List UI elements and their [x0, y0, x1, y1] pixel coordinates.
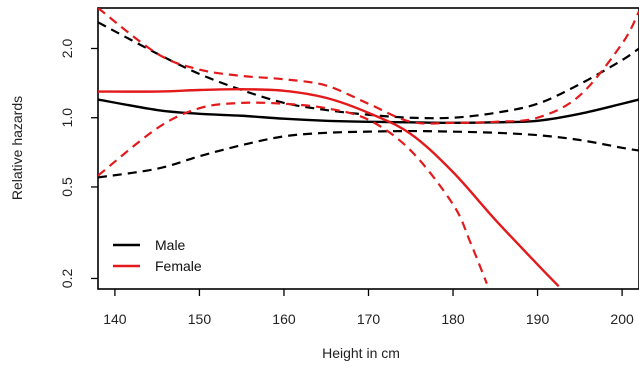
male-lower-ci-line [98, 129, 639, 179]
legend-label-female: Female [155, 258, 202, 274]
x-tick-label: 140 [103, 311, 127, 327]
x-tick-label: 190 [526, 311, 550, 327]
y-axis-title: Relative hazards [9, 96, 25, 200]
x-axis: 140 150 160 170 180 190 200 [103, 289, 634, 327]
y-tick-label: 1.0 [59, 108, 75, 128]
y-tick-label: 0.5 [59, 177, 75, 197]
legend: Male Female [113, 237, 202, 274]
female-estimate-line [98, 88, 560, 288]
x-tick-label: 180 [441, 311, 465, 327]
curves-group [98, 8, 639, 288]
x-tick-label: 170 [357, 311, 381, 327]
x-tick-label: 160 [272, 311, 296, 327]
female-lower-ci-line [98, 101, 488, 285]
y-axis: 0.2 0.5 1.0 2.0 [59, 39, 98, 289]
x-tick-label: 200 [610, 311, 634, 327]
y-tick-label: 2.0 [59, 39, 75, 59]
male-upper-ci-line [98, 21, 639, 120]
x-axis-title: Height in cm [322, 345, 400, 361]
y-tick-label: 0.2 [59, 269, 75, 289]
x-tick-label: 150 [188, 311, 212, 327]
female-upper-ci-line [98, 8, 639, 125]
legend-label-male: Male [155, 237, 186, 253]
